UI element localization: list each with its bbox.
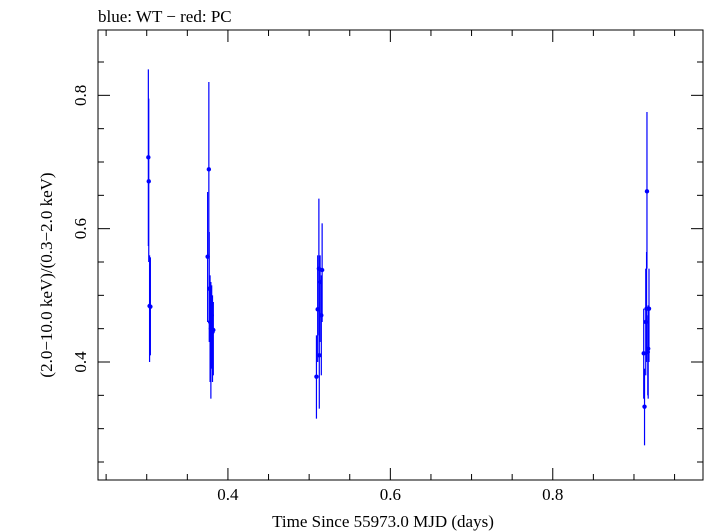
data-point xyxy=(148,304,153,309)
x-tick-label: 0.4 xyxy=(217,485,239,504)
axis-ticks xyxy=(98,30,703,480)
data-point xyxy=(319,267,325,273)
y-tick-label: 0.8 xyxy=(71,85,90,106)
data-point xyxy=(644,189,650,194)
data-point xyxy=(319,313,324,318)
data-point xyxy=(642,404,647,409)
x-tick-label: 0.8 xyxy=(542,485,563,504)
data-point xyxy=(206,167,212,172)
data-point xyxy=(317,353,322,358)
axis-tick-labels: 0.4 0.6 0.8 0.4 0.6 0.8 xyxy=(71,85,563,504)
data-point xyxy=(314,374,319,379)
data-point xyxy=(645,346,651,351)
data-point xyxy=(646,306,652,311)
data-point xyxy=(211,327,216,333)
x-axis-label: Time Since 55973.0 MJD (days) xyxy=(272,512,494,531)
data-series-wt xyxy=(146,69,652,446)
y-tick-label: 0.6 xyxy=(71,218,90,239)
data-point xyxy=(146,179,151,184)
x-tick-label: 0.6 xyxy=(380,485,401,504)
chart-title: blue: WT − red: PC xyxy=(98,7,232,26)
y-axis-label: (2.0−10.0 keV)/(0.3−2.0 keV) xyxy=(37,172,56,377)
y-tick-label: 0.4 xyxy=(71,351,90,373)
plot-frame xyxy=(97,29,704,481)
data-point xyxy=(641,351,646,356)
